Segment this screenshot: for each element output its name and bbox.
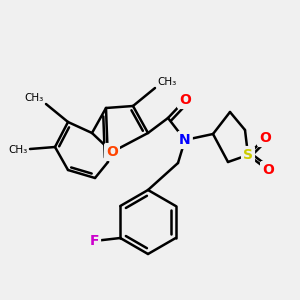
Text: S: S — [243, 148, 253, 162]
Text: O: O — [259, 131, 271, 145]
Text: O: O — [262, 163, 274, 177]
Text: N: N — [179, 133, 191, 147]
Text: O: O — [179, 93, 191, 107]
Text: F: F — [89, 234, 99, 248]
Text: CH₃: CH₃ — [9, 145, 28, 155]
Text: O: O — [106, 145, 118, 159]
Text: CH₃: CH₃ — [25, 93, 44, 103]
Text: CH₃: CH₃ — [157, 77, 176, 87]
